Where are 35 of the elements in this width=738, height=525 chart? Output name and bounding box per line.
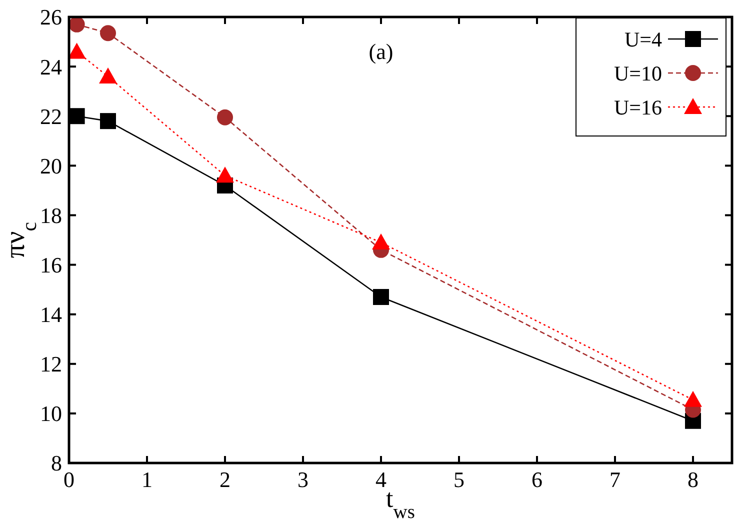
y-tick-label: 12 (40, 352, 62, 377)
legend-label: U=16 (614, 95, 662, 120)
point (217, 109, 233, 126)
y-tick-label: 14 (40, 302, 62, 328)
y-tick-label: 16 (40, 252, 62, 278)
y-tick-label: 8 (51, 450, 62, 476)
point (100, 113, 116, 130)
x-tick-label: 2 (220, 467, 230, 492)
y-tick-label: 18 (40, 202, 62, 228)
point (216, 166, 234, 183)
y-tick-label: 24 (40, 54, 62, 80)
point (68, 16, 85, 32)
point (99, 67, 117, 84)
x-tick-label: 4 (376, 467, 386, 492)
point (68, 108, 85, 124)
x-tick-label: 7 (610, 467, 620, 492)
x-tick-label: 6 (532, 467, 542, 492)
y-tick-label: 26 (40, 4, 62, 30)
x-tick-label: 1 (142, 467, 152, 492)
point (373, 288, 389, 305)
x-axis-title: t$_{ws}$ (386, 484, 415, 522)
point (372, 233, 390, 250)
x-tick-label: 8 (688, 467, 698, 492)
y-tick-label: 22 (40, 104, 62, 129)
x-tick-label: 0 (64, 467, 74, 492)
legend-label: U=4 (624, 27, 662, 52)
y-tick-label: 20 (40, 153, 62, 178)
x-tick-label: 3 (298, 467, 308, 492)
point (100, 25, 116, 42)
legend-label: U=10 (614, 61, 662, 86)
annotation: (a) (368, 39, 394, 64)
x-tick-label: 5 (454, 467, 464, 492)
point (68, 42, 86, 59)
y-tick-label: 10 (40, 401, 62, 426)
point (684, 390, 702, 407)
